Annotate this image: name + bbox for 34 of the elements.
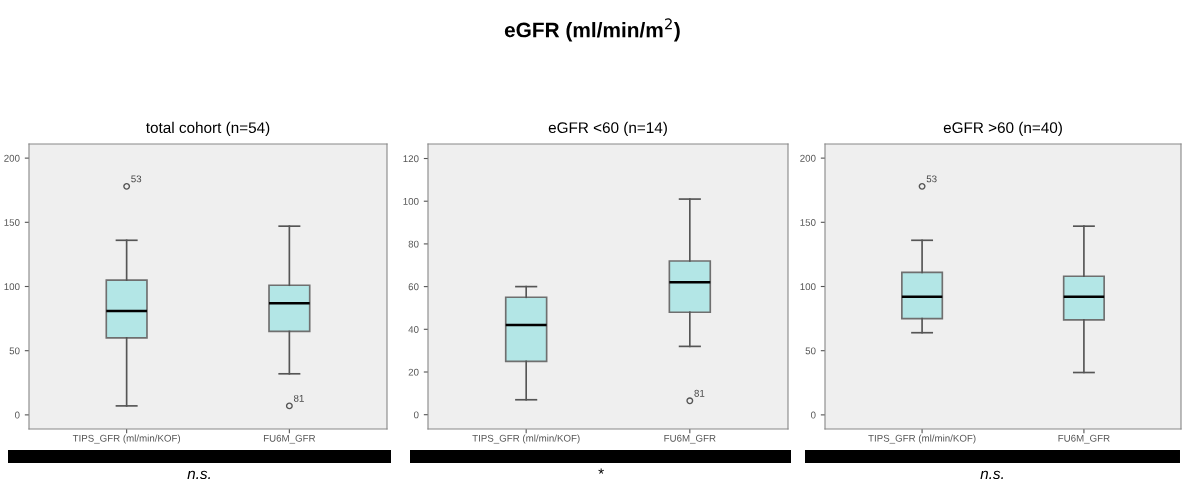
- y-tick-label: 20: [408, 368, 419, 376]
- text: n.s.: [187, 470, 210, 480]
- text: *: [598, 468, 604, 474]
- y-tick-label: 100: [4, 283, 20, 291]
- x-tick-label: FU6M_GFR: [1058, 434, 1110, 444]
- y-tick-label: 50: [805, 347, 816, 355]
- y-tick-label: 60: [408, 283, 419, 291]
- y-tick-label: 50: [9, 347, 20, 355]
- y-tick-label: 100: [800, 283, 816, 291]
- chart-title: total cohort (n=54): [146, 121, 270, 137]
- annotation: 53: [131, 175, 142, 183]
- y-tick-label: 80: [408, 240, 419, 248]
- text: eGFR (ml/min/m$^{2}$): [504, 18, 680, 42]
- y-tick-label: 200: [4, 154, 20, 162]
- y-tick-label: 0: [14, 411, 20, 419]
- y-tick-label: 100: [403, 197, 419, 205]
- annotation: 81: [293, 394, 304, 402]
- x-tick-label: TIPS_GFR (ml/min/KOF): [472, 434, 580, 444]
- chart-title: eGFR <60 (n=14): [548, 121, 667, 137]
- x-tick-label: TIPS_GFR (ml/min/KOF): [868, 434, 976, 444]
- chart-title: eGFR >60 (n=40): [943, 121, 1062, 137]
- y-tick-label: 0: [810, 411, 816, 419]
- x-tick-label: FU6M_GFR: [664, 434, 716, 444]
- y-tick-label: 150: [4, 219, 20, 226]
- text: n.s.: [980, 470, 1003, 480]
- y-tick-label: 150: [800, 219, 816, 226]
- annotation: 81: [694, 389, 705, 397]
- y-tick-label: 40: [408, 326, 419, 333]
- x-tick-label: FU6M_GFR: [263, 434, 316, 444]
- x-tick-label: TIPS_GFR (ml/min/KOF): [72, 434, 181, 444]
- annotation: 53: [926, 175, 937, 183]
- y-tick-label: 200: [800, 154, 816, 162]
- y-tick-label: 120: [403, 155, 419, 163]
- y-tick-label: 0: [413, 411, 419, 419]
